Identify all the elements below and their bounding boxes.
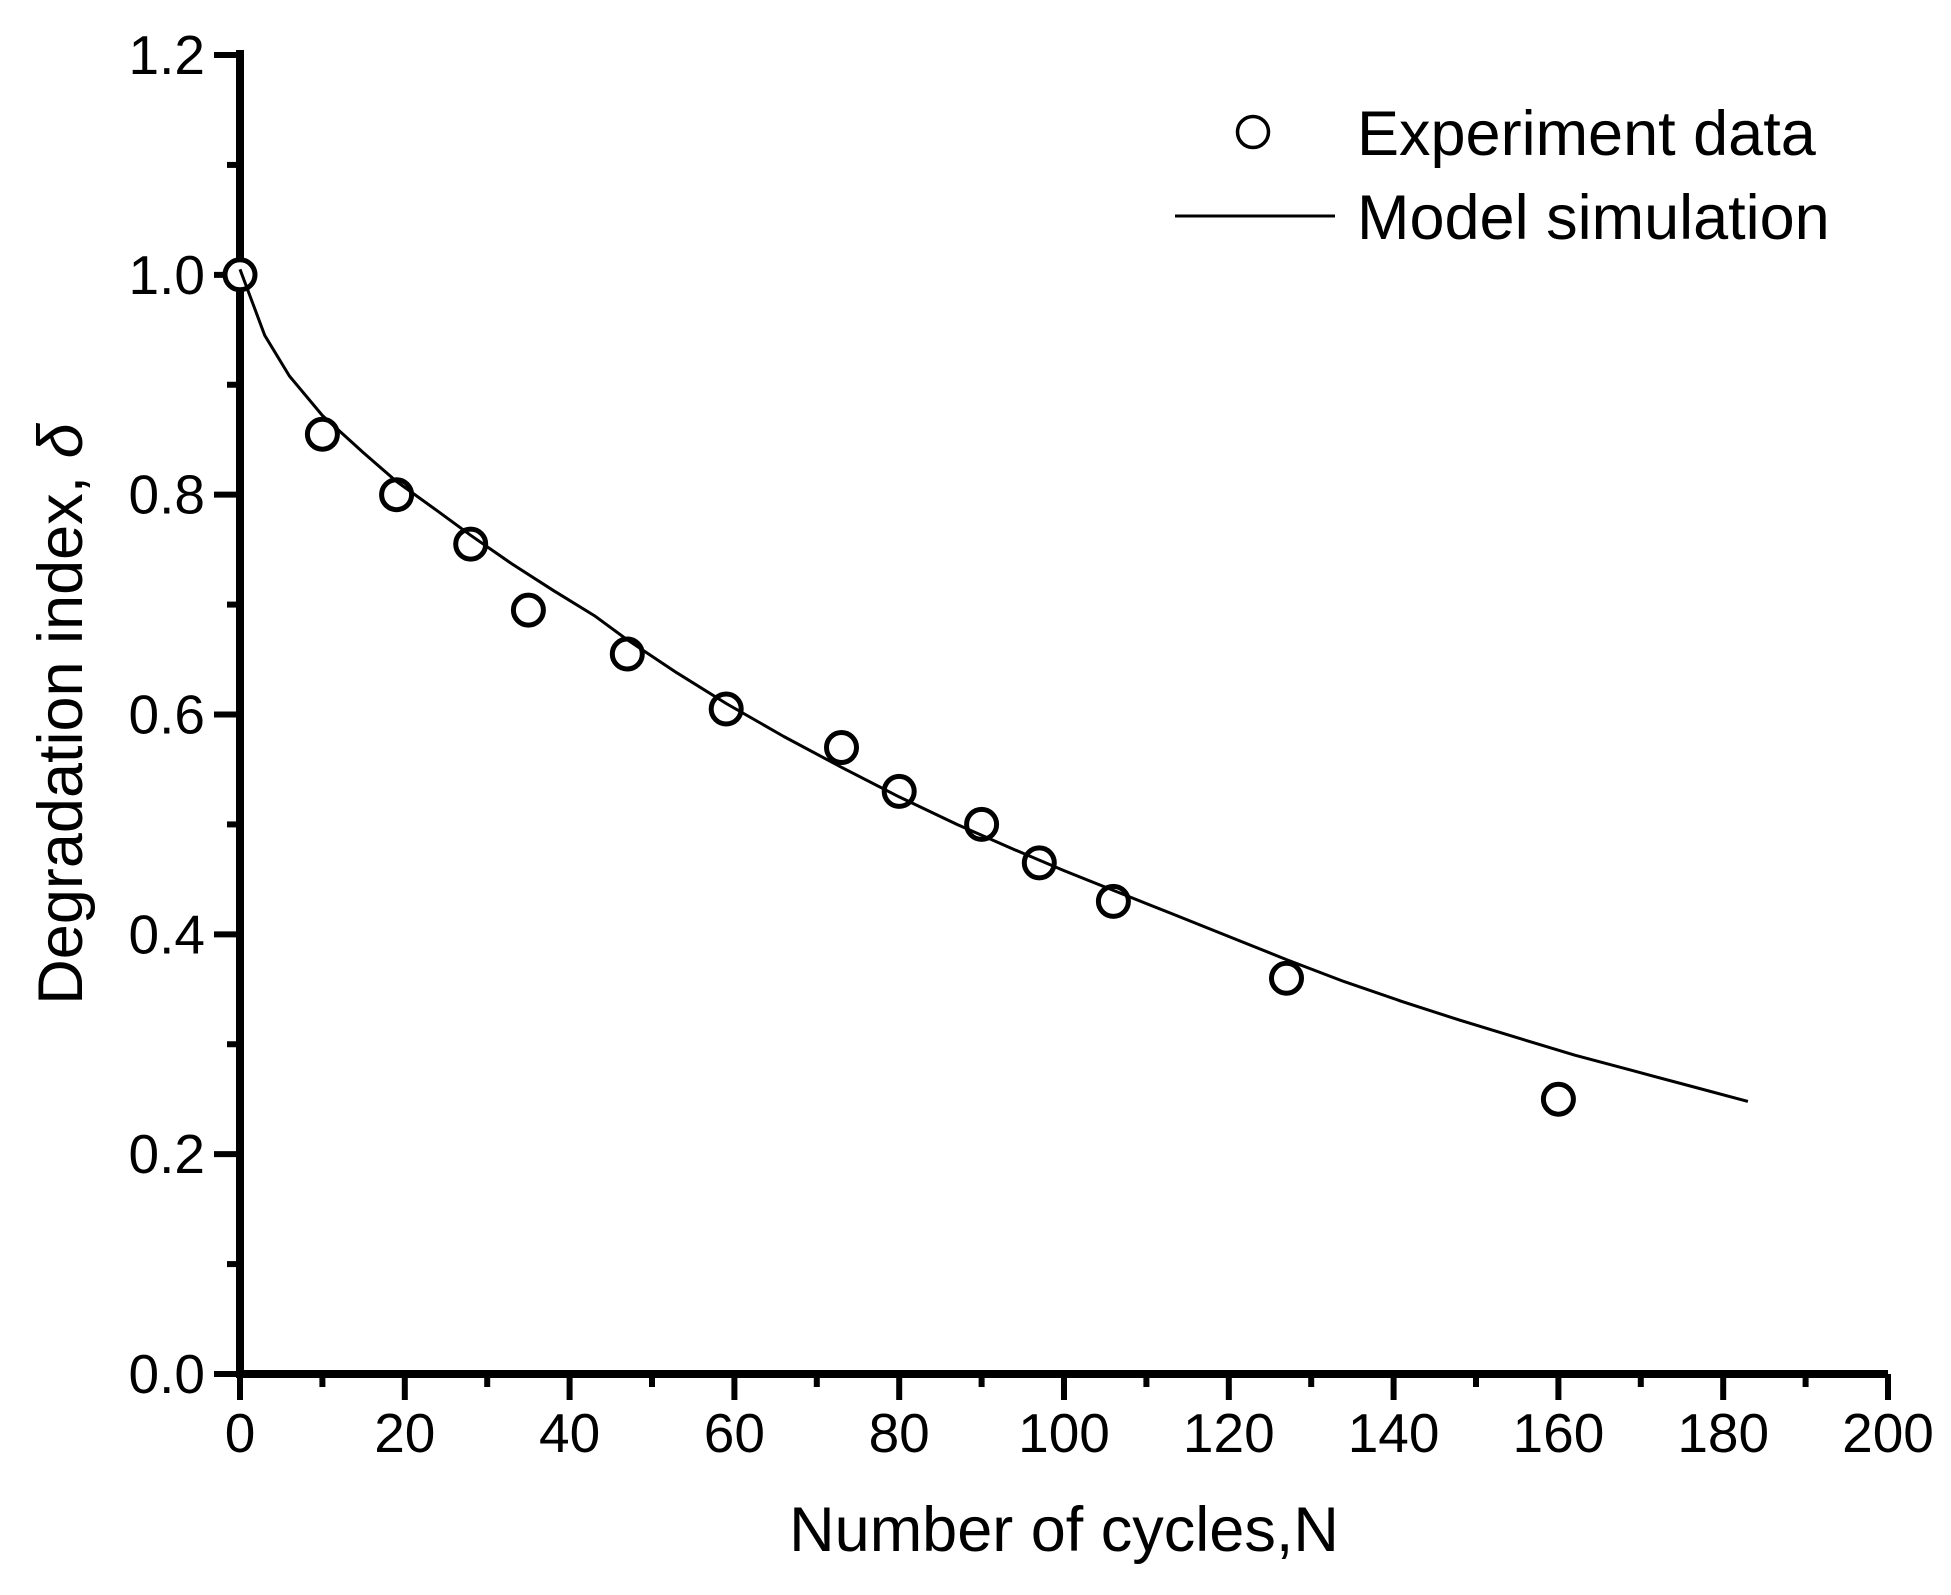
experiment-data-point <box>1540 1081 1576 1117</box>
x-tick-label: 200 <box>1842 1402 1934 1464</box>
x-tick-label: 120 <box>1183 1402 1275 1464</box>
x-tick-label: 140 <box>1348 1402 1440 1464</box>
y-tick-label: 0.4 <box>129 903 205 965</box>
x-tick-label: 60 <box>704 1402 765 1464</box>
experiment-data-point <box>1269 960 1304 996</box>
legend-marker-circle-icon <box>1235 114 1271 150</box>
x-tick-label: 160 <box>1513 1402 1605 1464</box>
legend-label-experiment: Experiment data <box>1357 99 1817 169</box>
y-tick-label: 0.0 <box>129 1343 205 1405</box>
x-tick-label: 20 <box>374 1402 435 1464</box>
axis-ticks <box>214 52 1891 1400</box>
x-axis-title: Number of cycles,N <box>789 1495 1339 1565</box>
x-tick-label: 80 <box>869 1402 930 1464</box>
experiment-data-point <box>510 592 546 628</box>
experiment-data-point <box>1021 845 1057 881</box>
x-tick-label: 180 <box>1677 1402 1769 1464</box>
model-simulation-curve <box>238 268 1749 1103</box>
experiment-data-point <box>304 416 340 452</box>
x-tick-label: 40 <box>539 1402 600 1464</box>
y-tick-label: 0.6 <box>129 684 205 746</box>
y-tick-label: 1.0 <box>129 244 205 306</box>
legend-label-model: Model simulation <box>1357 183 1830 253</box>
x-axis-title-text: Number of cycles,N <box>789 1495 1339 1565</box>
x-tick-label: 0 <box>225 1402 256 1464</box>
experiment-data-point <box>222 257 258 293</box>
y-tick-label: 1.2 <box>129 24 205 86</box>
delta-symbol: δ <box>26 422 96 458</box>
experiment-data-point <box>609 636 645 672</box>
y-tick-label: 0.2 <box>129 1123 205 1185</box>
legend: Experiment data Model simulation <box>1175 99 1830 253</box>
experiment-data-point <box>708 691 744 727</box>
data-series <box>222 257 1749 1117</box>
y-tick-label: 0.8 <box>129 464 205 526</box>
experiment-data-point <box>379 477 415 513</box>
experiment-data-point <box>824 730 859 765</box>
y-axis-title-text: Degradation index, <box>26 458 96 1004</box>
axis-tick-labels: 0 20 40 60 80 100 120 140 160 180 200 0.0 0.2 0.4 0.6 0… <box>129 24 1934 1464</box>
y-axis-title: Degradation index, δ <box>26 422 96 1004</box>
x-tick-label: 100 <box>1018 1402 1110 1464</box>
